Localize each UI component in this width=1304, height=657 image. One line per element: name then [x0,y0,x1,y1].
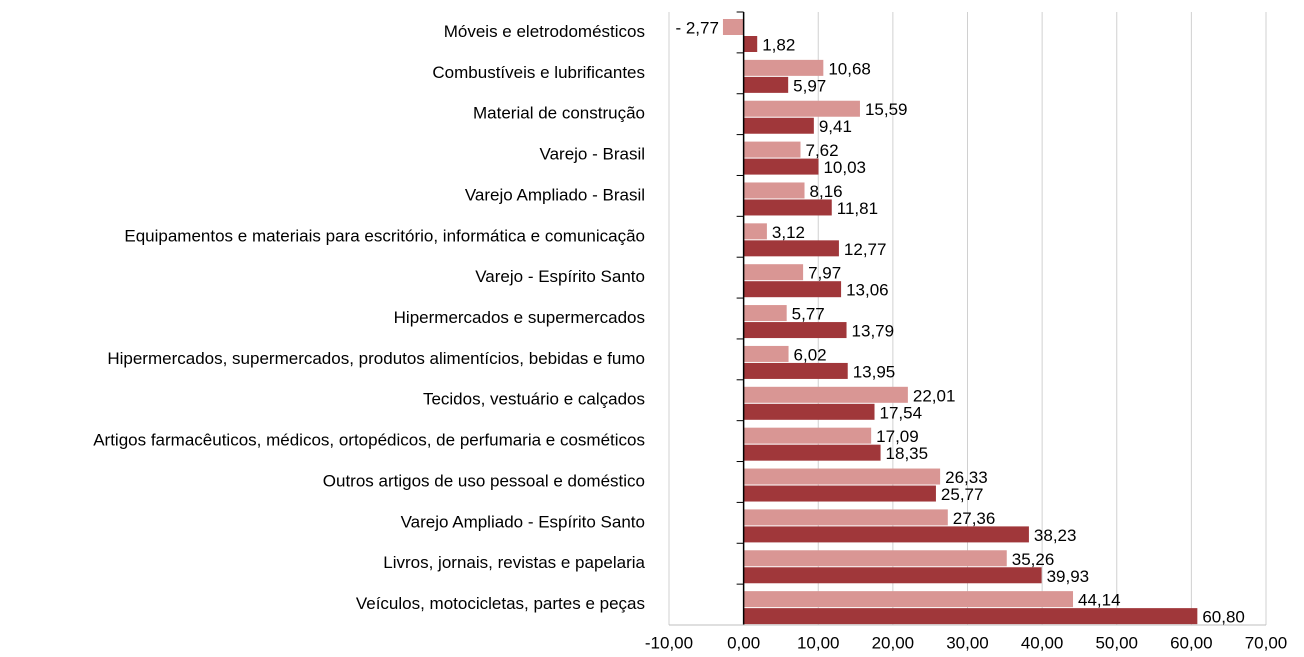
value-label: 44,14 [1078,591,1121,610]
bar [743,386,908,403]
x-tick-label: 60,00 [1170,633,1213,652]
category-label: Outros artigos de uso pessoal e doméstic… [323,471,645,490]
value-label: - 2,77 [675,18,718,37]
value-label: 38,23 [1034,526,1077,545]
bar [743,199,832,216]
bar [743,427,872,444]
bar [743,158,819,175]
bar [743,117,814,134]
bar [743,182,805,199]
category-label: Livros, jornais, revistas e papelaria [383,553,645,572]
bar [743,36,758,52]
bar [743,141,801,158]
bar [743,223,767,240]
category-label: Móveis e eletrodomésticos [444,22,645,41]
bar [743,305,787,322]
bar [743,240,839,257]
category-label: Veículos, motocicletas, partes e peças [356,594,645,613]
value-label: 12,77 [844,240,887,259]
value-label: 7,62 [805,141,838,160]
category-label: Material de construção [473,104,645,123]
value-label: 7,97 [808,264,841,283]
value-label: 26,33 [945,468,988,487]
category-label: Varejo - Brasil [540,145,646,164]
x-tick-label: 40,00 [1021,633,1064,652]
value-label: 5,97 [793,76,826,95]
category-label: Varejo Ampliado - Espírito Santo [401,512,645,531]
value-label: 60,80 [1202,608,1245,627]
value-label: 8,16 [810,182,843,201]
bar [743,264,804,281]
x-tick-label: 70,00 [1245,633,1288,652]
value-label: 1,82 [762,35,795,54]
bar [743,345,789,362]
x-tick-label: 0,00 [727,633,760,652]
value-label: 6,02 [794,345,827,364]
bar [722,19,744,35]
bar [743,608,1198,625]
bar [743,100,860,117]
value-label: 25,77 [941,485,984,504]
value-label: 13,95 [853,362,896,381]
value-label: 22,01 [913,386,956,405]
value-label: 17,09 [876,427,919,446]
bar [743,468,941,485]
category-label: Varejo - Espírito Santo [475,267,645,286]
bar [743,550,1007,567]
bar [743,567,1042,584]
value-label: 11,81 [837,199,878,218]
bar [743,444,881,461]
x-tick-label: 30,00 [946,633,989,652]
value-label: 13,06 [846,281,889,300]
category-label: Hipermercados e supermercados [394,308,645,327]
bar [743,485,936,502]
bar [743,322,847,339]
x-tick-label: -10,00 [645,633,693,652]
category-label: Artigos farmacêuticos, médicos, ortopédi… [93,431,645,450]
category-label: Hipermercados, supermercados, produtos a… [107,349,645,368]
bar [743,526,1029,543]
bar [743,403,875,420]
category-label: Combustíveis e lubrificantes [432,63,645,82]
value-label: 18,35 [886,444,929,463]
bar [743,509,948,526]
value-label: 15,59 [865,100,908,119]
value-label: 35,26 [1012,550,1055,569]
category-label: Varejo Ampliado - Brasil [465,185,645,204]
value-label: 13,79 [852,322,895,341]
category-label: Equipamentos e materiais para escritório… [124,226,645,245]
x-tick-label: 50,00 [1095,633,1138,652]
bar [743,281,842,298]
bar [743,362,848,379]
x-tick-label: 20,00 [872,633,915,652]
value-label: 10,03 [823,158,866,177]
bar [743,591,1074,608]
bar [743,59,824,76]
value-label: 27,36 [953,509,996,528]
x-tick-label: 10,00 [797,633,840,652]
value-label: 9,41 [819,117,852,136]
value-label: 5,77 [792,305,825,324]
bar [743,76,789,93]
value-label: 39,93 [1047,567,1090,586]
value-label: 17,54 [880,403,923,422]
value-label: 3,12 [772,223,805,242]
category-label: Tecidos, vestuário e calçados [423,390,645,409]
value-label: 10,68 [828,59,871,78]
